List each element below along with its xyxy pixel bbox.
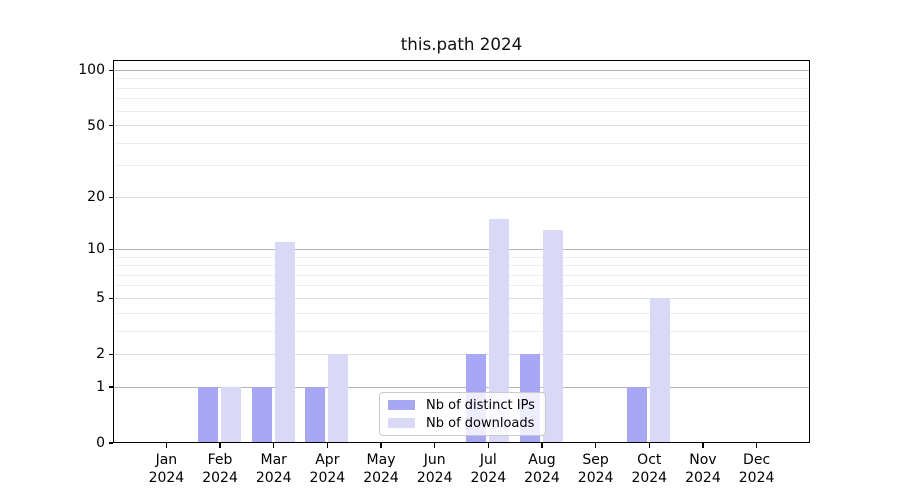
legend: Nb of distinct IPs Nb of downloads <box>379 392 546 436</box>
x-tick-label-dec-2024: Dec 2024 <box>738 452 775 486</box>
gridline-minor-80 <box>113 87 810 89</box>
y-tick-1 <box>108 386 113 388</box>
gridline-minor-90 <box>113 78 810 80</box>
gridline-minor-3 <box>113 330 810 332</box>
x-tick-apr <box>326 443 328 448</box>
gridline-minor-9 <box>113 256 810 258</box>
bar-downloads-jul <box>489 219 510 443</box>
gridline-mid-5 <box>113 297 810 299</box>
legend-item-downloads: Nb of downloads <box>388 416 545 431</box>
bar-downloads-oct <box>650 298 671 443</box>
x-tick-sep <box>594 443 597 448</box>
x-tick-label-oct-2024: Oct 2024 <box>631 452 668 486</box>
x-tick-label-apr-2024: Apr 2024 <box>309 452 346 486</box>
gridline-minor-40 <box>113 142 810 144</box>
chart-title: this.path 2024 <box>400 34 523 54</box>
bar-distinct-ips-apr <box>305 387 326 443</box>
legend-label-downloads: Nb of downloads <box>426 415 535 431</box>
y-tick-100 <box>108 69 113 72</box>
gridline-major-10 <box>113 248 810 250</box>
gridline-minor-30 <box>113 165 810 167</box>
bar-downloads-mar <box>274 242 295 443</box>
legend-swatch-downloads <box>388 417 415 429</box>
x-tick-label-jun-2024: Jun 2024 <box>416 452 453 486</box>
y-tick-label-20: 20 <box>87 189 105 206</box>
x-tick-jun <box>434 443 436 448</box>
bar-downloads-apr <box>328 354 349 443</box>
y-tick-50 <box>108 124 113 127</box>
legend-label-distinct-ips: Nb of distinct IPs <box>426 397 535 413</box>
gridline-major-1 <box>113 386 810 388</box>
y-tick-label-2: 2 <box>96 346 105 363</box>
gridline-mid-50 <box>113 125 810 127</box>
gridline-minor-60 <box>113 110 810 112</box>
y-tick-20 <box>108 196 113 198</box>
y-tick-0 <box>108 442 113 444</box>
gridline-major-100 <box>113 69 810 71</box>
bar-distinct-ips-feb <box>198 387 219 443</box>
gridline-mid-2 <box>113 353 810 355</box>
gridline-minor-8 <box>113 265 810 267</box>
x-tick-dec <box>755 443 758 448</box>
bar-downloads-aug <box>542 229 563 443</box>
x-tick-label-feb-2024: Feb 2024 <box>202 452 238 486</box>
x-tick-label-may-2024: May 2024 <box>363 452 399 486</box>
gridline-minor-6 <box>113 285 810 287</box>
y-tick-label-50: 50 <box>87 117 105 134</box>
plot-border <box>113 60 810 443</box>
gridline-minor-70 <box>113 98 810 100</box>
x-tick-oct <box>648 443 650 448</box>
gridline-minor-7 <box>113 274 810 276</box>
y-tick-label-0: 0 <box>96 435 105 451</box>
y-tick-5 <box>108 297 113 300</box>
x-tick-may <box>380 443 382 448</box>
x-tick-label-aug-2024: Aug 2024 <box>524 452 560 486</box>
y-tick-label-1: 1 <box>96 379 105 396</box>
bar-downloads-feb <box>221 387 242 443</box>
y-tick-10 <box>108 248 113 251</box>
x-tick-aug <box>541 443 543 448</box>
x-tick-jan <box>165 443 168 448</box>
x-tick-label-mar-2024: Mar 2024 <box>255 452 292 486</box>
bar-distinct-ips-mar <box>251 387 272 443</box>
gridline-mid-20 <box>113 196 810 198</box>
x-tick-nov <box>702 443 704 448</box>
x-tick-label-sep-2024: Sep 2024 <box>577 452 614 486</box>
legend-item-distinct-ips: Nb of distinct IPs <box>388 398 545 413</box>
x-tick-label-jul-2024: Jul 2024 <box>470 452 507 486</box>
x-tick-mar <box>273 443 275 448</box>
y-tick-label-100: 100 <box>78 62 105 79</box>
x-tick-jul <box>487 443 489 448</box>
x-tick-label-nov-2024: Nov 2024 <box>685 452 721 486</box>
y-tick-label-5: 5 <box>96 290 105 307</box>
gridline-minor-4 <box>113 312 810 314</box>
legend-swatch-distinct-ips <box>388 399 415 411</box>
y-tick-label-10: 10 <box>87 241 105 258</box>
y-tick-2 <box>108 353 113 355</box>
bar-distinct-ips-oct <box>627 387 648 443</box>
x-tick-label-jan-2024: Jan 2024 <box>148 452 185 486</box>
x-tick-feb <box>219 443 221 448</box>
